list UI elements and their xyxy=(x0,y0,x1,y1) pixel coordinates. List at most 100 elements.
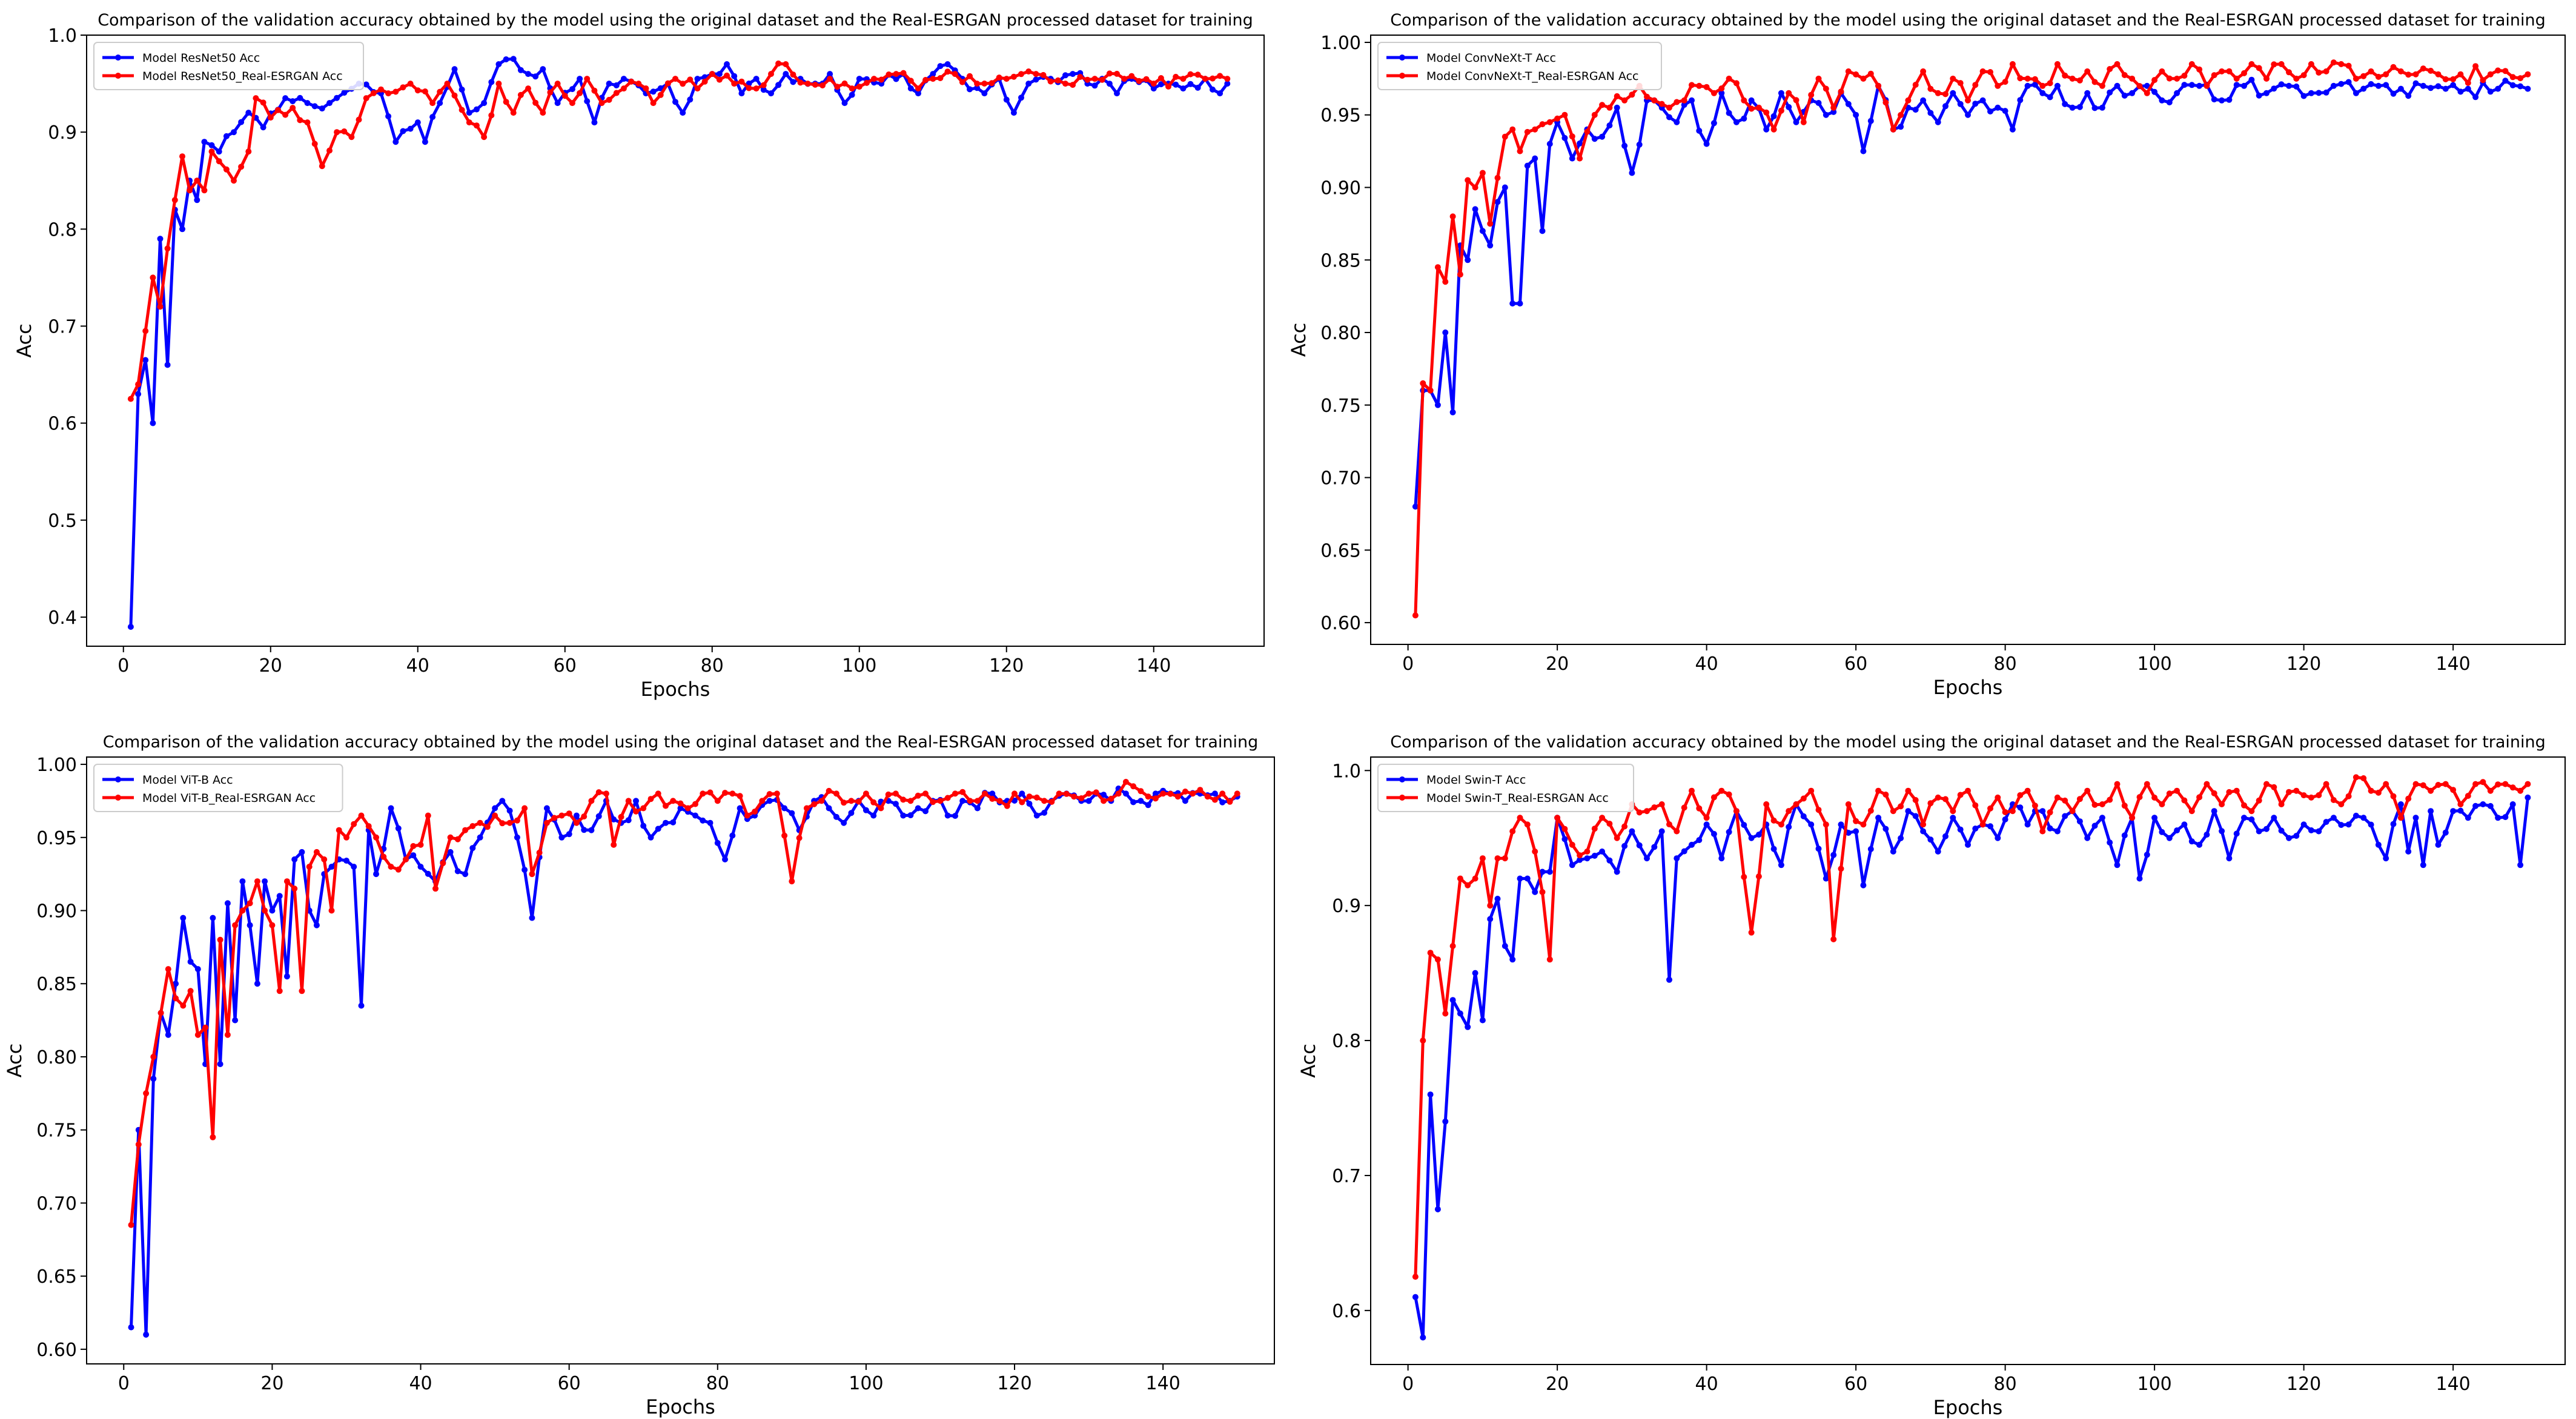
data-point xyxy=(2024,787,2031,794)
data-point xyxy=(1950,75,1956,82)
data-point xyxy=(232,1017,239,1024)
data-point xyxy=(262,878,268,885)
data-point xyxy=(900,812,907,819)
series-original xyxy=(127,56,1231,630)
chart-title: Comparison of the validation accuracy ob… xyxy=(103,733,1259,752)
data-point xyxy=(826,787,832,794)
data-point xyxy=(863,79,870,86)
data-point xyxy=(1150,85,1157,92)
data-point xyxy=(2136,83,2143,90)
data-point xyxy=(2256,797,2262,804)
x-tick-label: 0 xyxy=(118,655,129,676)
data-point xyxy=(2107,66,2113,72)
x-tick-label: 60 xyxy=(554,655,577,676)
data-point xyxy=(1449,997,1456,1004)
data-point xyxy=(2062,72,2068,79)
data-point xyxy=(2174,90,2180,96)
data-point xyxy=(2226,96,2233,103)
data-point xyxy=(313,922,320,928)
data-point xyxy=(2383,855,2389,862)
data-point xyxy=(1674,119,1680,125)
data-point xyxy=(1778,107,1784,114)
data-point xyxy=(2442,76,2449,82)
data-point xyxy=(2256,92,2262,99)
data-point xyxy=(1173,73,1179,80)
y-tick-label: 0.75 xyxy=(1320,395,1361,417)
data-point xyxy=(664,80,671,87)
data-point xyxy=(417,841,424,848)
data-point xyxy=(2405,795,2412,802)
data-point xyxy=(2204,832,2210,838)
data-point xyxy=(1972,101,1979,107)
data-point xyxy=(224,1031,231,1038)
data-point xyxy=(1532,888,1538,895)
data-point xyxy=(2286,835,2292,841)
data-point xyxy=(1658,801,1665,807)
data-point xyxy=(179,153,185,160)
y-tick-label: 0.85 xyxy=(1320,250,1361,271)
x-tick-label: 20 xyxy=(259,655,282,676)
data-point xyxy=(1025,68,1032,74)
data-point xyxy=(2495,67,2502,74)
data-point xyxy=(584,98,591,105)
data-point xyxy=(2159,801,2165,807)
data-point xyxy=(1666,821,1672,828)
data-point xyxy=(2420,862,2426,868)
data-point xyxy=(299,988,305,994)
data-point xyxy=(2338,61,2345,67)
data-point xyxy=(714,798,721,804)
data-point xyxy=(2338,822,2345,829)
data-point xyxy=(1063,790,1070,797)
data-point xyxy=(1412,612,1419,619)
data-point xyxy=(2024,75,2031,82)
data-point xyxy=(2465,793,2471,799)
data-point xyxy=(1666,976,1672,983)
data-point xyxy=(343,858,349,864)
data-point xyxy=(2121,92,2128,99)
data-point xyxy=(1770,845,1777,852)
data-point xyxy=(752,809,758,815)
data-point xyxy=(1019,790,1025,797)
data-point xyxy=(1733,119,1740,125)
y-tick-label: 0.4 xyxy=(48,607,77,629)
data-point xyxy=(1128,73,1135,79)
data-point xyxy=(2278,81,2285,88)
data-point xyxy=(336,827,342,833)
data-point xyxy=(1927,836,1934,843)
data-point xyxy=(796,835,803,841)
data-point xyxy=(709,71,715,78)
data-point xyxy=(1950,808,1956,815)
data-point xyxy=(722,790,728,796)
data-point xyxy=(304,119,311,126)
data-point xyxy=(1217,73,1223,79)
data-point xyxy=(477,834,483,841)
data-point xyxy=(2151,815,2158,821)
data-point xyxy=(1696,837,1703,844)
data-point xyxy=(633,808,639,815)
data-point xyxy=(1004,802,1010,809)
data-point xyxy=(1853,828,1859,835)
y-tick-label: 1.00 xyxy=(1320,33,1361,54)
data-point xyxy=(2091,105,2098,111)
data-point xyxy=(410,843,417,849)
data-point xyxy=(768,71,774,78)
data-point xyxy=(1942,833,1949,839)
data-point xyxy=(819,82,826,88)
data-point xyxy=(2121,802,2128,809)
data-point xyxy=(1524,128,1531,135)
data-point xyxy=(1808,821,1815,828)
data-point xyxy=(2435,83,2442,90)
data-point xyxy=(1062,72,1068,79)
data-point xyxy=(2330,815,2337,821)
data-point xyxy=(407,81,414,87)
data-point xyxy=(274,107,281,113)
data-point xyxy=(2241,70,2247,76)
legend-swatch-marker xyxy=(1399,73,1405,79)
data-point xyxy=(1703,821,1710,828)
data-point xyxy=(566,831,572,838)
data-point xyxy=(290,98,296,105)
data-point xyxy=(1517,148,1523,154)
data-point xyxy=(1517,300,1523,307)
data-point xyxy=(922,808,929,815)
data-point xyxy=(392,88,399,95)
